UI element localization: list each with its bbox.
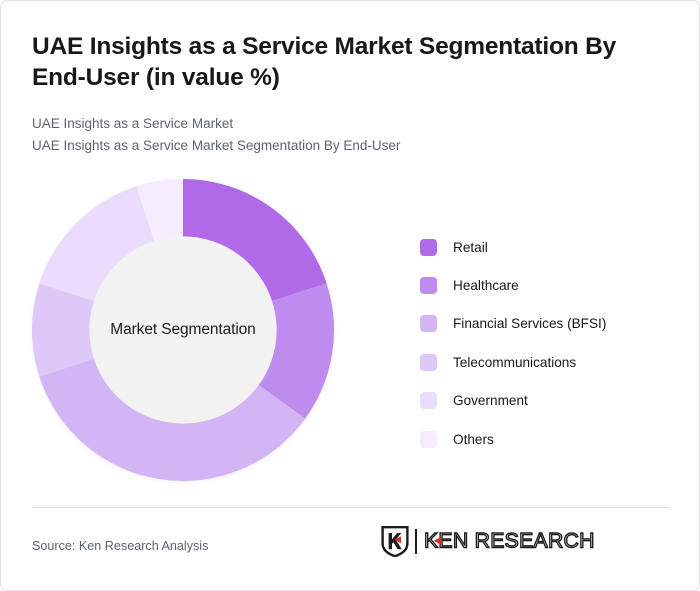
logo-divider bbox=[414, 528, 417, 554]
legend-item[interactable]: Retail bbox=[420, 228, 670, 266]
legend-item[interactable]: Financial Services (BFSI) bbox=[420, 305, 670, 343]
subtitle-market: UAE Insights as a Service Market bbox=[32, 116, 234, 131]
legend-swatch bbox=[420, 392, 437, 410]
legend-label: Others bbox=[453, 431, 494, 447]
legend-label: Retail bbox=[453, 239, 488, 255]
ken-research-shield-icon bbox=[381, 525, 409, 557]
subtitle-segmentation: UAE Insights as a Service Market Segment… bbox=[32, 137, 401, 153]
legend-item[interactable]: Others bbox=[420, 420, 670, 458]
donut-svg bbox=[32, 179, 334, 481]
legend-swatch bbox=[420, 315, 437, 333]
legend-label: Financial Services (BFSI) bbox=[453, 316, 607, 332]
legend-item[interactable]: Telecommunications bbox=[420, 343, 670, 381]
footer-divider bbox=[32, 507, 670, 508]
chart-legend: Retail Healthcare Financial Services (BFSI… bbox=[420, 228, 670, 458]
source-note: Source: Ken Research Analysis bbox=[32, 539, 209, 553]
legend-swatch bbox=[420, 277, 437, 295]
subtitle-block: UAE Insights as a Service Market UAE Ins… bbox=[32, 113, 632, 157]
legend-item[interactable]: Healthcare bbox=[420, 266, 670, 304]
ken-research-logo: KEN RESEARCH bbox=[381, 525, 671, 557]
legend-label: Healthcare bbox=[453, 278, 519, 294]
legend-swatch bbox=[420, 353, 437, 371]
legend-swatch bbox=[420, 430, 437, 448]
legend-item[interactable]: Government bbox=[420, 382, 670, 420]
donut-hole bbox=[89, 236, 277, 424]
legend-swatch bbox=[420, 238, 437, 256]
page-title: UAE Insights as a Service Market Segment… bbox=[32, 33, 617, 92]
svg-text:KEN RESEARCH: KEN RESEARCH bbox=[424, 529, 595, 552]
logo-wordmark: KEN RESEARCH bbox=[424, 529, 595, 553]
legend-label: Telecommunications bbox=[453, 354, 577, 370]
legend-label: Government bbox=[453, 393, 528, 409]
donut-chart: Market Segmentation bbox=[32, 179, 334, 481]
